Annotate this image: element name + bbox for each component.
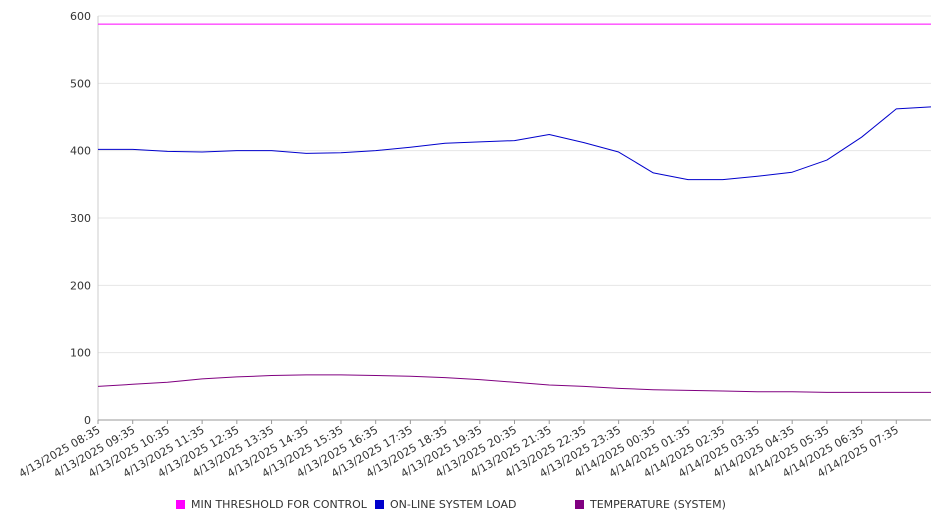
y-tick-label: 600	[70, 10, 91, 23]
y-tick-label: 300	[70, 212, 91, 225]
legend-swatch-min-threshold	[176, 500, 185, 509]
legend-label-min-threshold: MIN THRESHOLD FOR CONTROL	[191, 498, 367, 511]
series-line-1	[98, 106, 932, 181]
legend-label-temperature: TEMPERATURE (SYSTEM)	[590, 498, 726, 511]
legend-item-min-threshold: MIN THRESHOLD FOR CONTROL	[176, 498, 367, 511]
y-tick-label: 100	[70, 347, 91, 360]
legend-item-temperature: TEMPERATURE (SYSTEM)	[575, 498, 726, 511]
y-tick-label: 200	[70, 279, 91, 292]
chart-legend: MIN THRESHOLD FOR CONTROL ON-LINE SYSTEM…	[0, 498, 946, 516]
legend-swatch-temperature	[575, 500, 584, 509]
legend-item-system-load: ON-LINE SYSTEM LOAD	[375, 498, 516, 511]
series-line-2	[97, 374, 931, 393]
y-tick-label: 0	[84, 414, 91, 427]
legend-swatch-system-load	[375, 500, 384, 509]
legend-label-system-load: ON-LINE SYSTEM LOAD	[390, 498, 517, 511]
y-tick-label: 500	[70, 77, 91, 90]
y-tick-label: 400	[70, 145, 91, 158]
